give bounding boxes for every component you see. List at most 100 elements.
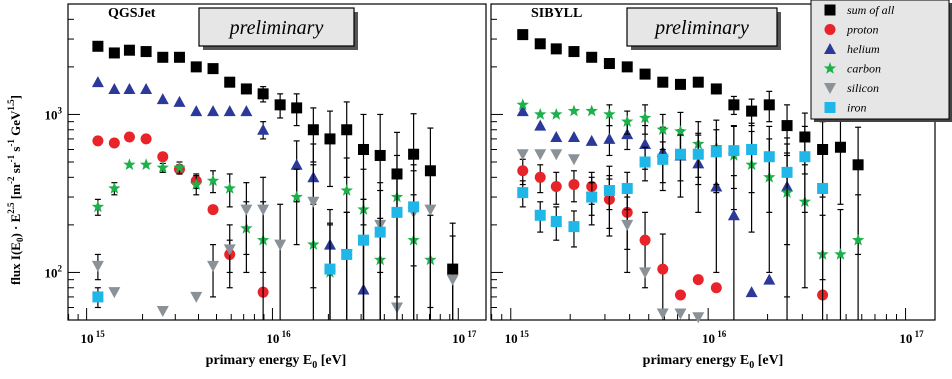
data-point-sum-of-all <box>257 88 269 100</box>
data-point-sum-of-all <box>307 124 319 136</box>
data-point-silicon <box>674 308 687 320</box>
data-point-helium <box>240 105 253 117</box>
data-point-silicon <box>240 204 253 216</box>
data-point-sum-of-all <box>274 99 286 111</box>
data-point-sum-of-all <box>357 143 369 155</box>
legend-label: carbon <box>847 62 881 76</box>
data-point-helium <box>290 158 303 170</box>
svg-text:flux I(E0) · E2.5 [m-2 sr-1 s-: flux I(E0) · E2.5 [m-2 sr-1 s-1 GeV1.5] <box>6 95 25 285</box>
legend-label: proton <box>846 23 879 37</box>
data-point-proton <box>550 180 562 192</box>
data-point-silicon <box>307 196 320 208</box>
data-point-helium <box>223 105 236 117</box>
data-point-sum-of-all <box>621 61 633 73</box>
data-point-iron <box>391 206 403 218</box>
data-point-helium <box>257 123 270 135</box>
data-point-carbon <box>91 200 105 213</box>
legend-marker <box>824 24 836 35</box>
data-point-helium <box>550 130 563 142</box>
data-point-iron <box>710 146 722 158</box>
series-sum-of-all <box>92 40 459 320</box>
data-point-iron <box>692 148 704 160</box>
data-point-carbon <box>123 158 136 171</box>
data-point-silicon <box>257 204 270 216</box>
data-point-iron <box>746 143 758 155</box>
data-point-helium <box>207 105 220 117</box>
data-point-silicon <box>567 154 580 166</box>
data-point-silicon <box>534 149 547 161</box>
data-point-helium <box>156 93 169 105</box>
legend-item-iron: iron <box>824 101 867 115</box>
data-point-sum-of-all <box>657 76 669 88</box>
data-point-sum-of-all <box>586 51 598 63</box>
data-point-iron <box>781 166 793 178</box>
legend-marker <box>823 62 837 74</box>
data-point-iron <box>374 226 386 238</box>
data-point-sum-of-all <box>324 133 336 145</box>
data-point-iron <box>568 221 580 233</box>
data-point-carbon <box>621 115 634 127</box>
series-silicon <box>91 164 459 320</box>
data-point-carbon <box>290 190 303 203</box>
y-tick-label: 102 <box>45 263 63 280</box>
data-point-helium <box>639 137 652 149</box>
data-point-iron <box>534 209 546 221</box>
legend-marker <box>824 102 836 113</box>
series-helium <box>91 76 370 320</box>
data-point-carbon <box>139 158 153 171</box>
data-point-sum-of-all <box>692 76 704 88</box>
legend-item-helium: helium <box>824 42 880 56</box>
data-point-helium <box>516 105 529 117</box>
data-point-sum-of-all <box>240 83 252 95</box>
data-point-iron <box>657 153 669 165</box>
data-point-sum-of-all <box>341 124 353 136</box>
x-tick-label: 10 15 <box>80 329 105 346</box>
data-point-carbon <box>534 107 547 120</box>
data-point-proton <box>674 289 686 301</box>
legend-marker <box>824 83 836 94</box>
data-point-helium <box>763 273 776 285</box>
data-point-sum-of-all <box>852 159 864 171</box>
series-iron <box>517 122 829 281</box>
data-point-helium <box>190 105 203 117</box>
data-point-carbon <box>674 124 687 137</box>
data-point-carbon <box>567 104 581 117</box>
data-point-sum-of-all <box>817 143 829 155</box>
data-point-iron <box>799 151 811 163</box>
data-point-carbon <box>516 98 529 111</box>
series-iron <box>92 164 420 320</box>
data-point-carbon <box>834 247 847 260</box>
data-point-sum-of-all <box>374 149 386 161</box>
stamp-box <box>198 7 355 47</box>
data-point-helium <box>123 82 136 94</box>
data-point-proton <box>692 274 704 286</box>
preliminary-stamp: preliminary <box>626 7 781 50</box>
y-tick-label: 103 <box>45 105 63 122</box>
data-point-carbon <box>638 111 652 124</box>
data-point-iron <box>408 201 420 213</box>
data-point-sum-of-all <box>140 46 152 58</box>
data-point-helium <box>745 286 758 298</box>
stamp-box <box>626 7 778 47</box>
data-point-sum-of-all <box>173 51 185 63</box>
data-point-silicon <box>274 239 287 251</box>
legend: sum of all proton helium carbon silicon iron <box>810 0 952 122</box>
data-point-helium <box>603 132 616 144</box>
legend-box <box>810 0 950 120</box>
x-tick-label: 10 16 <box>266 329 291 346</box>
data-point-silicon <box>223 244 236 256</box>
data-point-silicon <box>108 287 121 299</box>
data-point-iron <box>603 185 615 197</box>
series-carbon <box>516 98 865 320</box>
data-point-silicon <box>550 149 563 161</box>
data-point-sum-of-all <box>763 99 775 111</box>
data-point-iron <box>639 156 651 168</box>
data-point-iron <box>341 248 353 260</box>
data-point-proton <box>207 204 219 216</box>
data-point-proton <box>568 179 580 191</box>
data-point-silicon <box>516 149 529 161</box>
data-point-silicon <box>656 308 669 320</box>
data-point-iron <box>817 182 829 194</box>
data-point-sum-of-all <box>123 44 135 56</box>
